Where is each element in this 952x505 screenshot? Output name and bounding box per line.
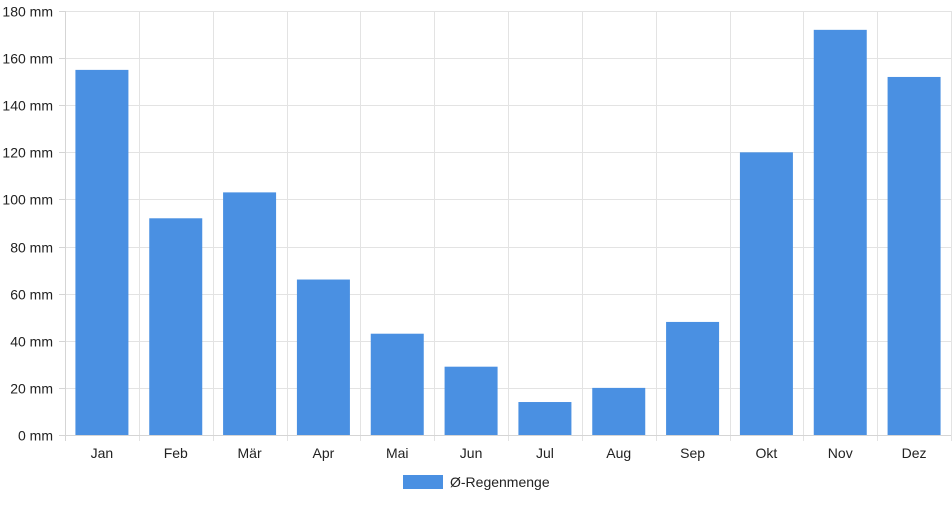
x-tick-label: Nov: [828, 445, 853, 461]
x-tick-label: Mär: [238, 445, 262, 461]
x-tick-label: Dez: [902, 445, 927, 461]
x-tick-label: Okt: [756, 445, 778, 461]
bar-Okt[interactable]: [739, 152, 793, 436]
bar-Dez[interactable]: [887, 76, 941, 435]
x-tick-label: Apr: [313, 445, 335, 461]
x-tick-label: Jul: [536, 445, 554, 461]
bar-Mär[interactable]: [223, 192, 277, 435]
bar-Jun[interactable]: [444, 366, 498, 435]
bar-series: [75, 29, 941, 436]
bar-Apr[interactable]: [296, 279, 350, 435]
y-tick-label: 0 mm: [18, 428, 53, 444]
legend-label[interactable]: Ø-Regenmenge: [450, 474, 550, 490]
legend-swatch[interactable]: [403, 475, 443, 489]
bar-Aug[interactable]: [592, 387, 646, 435]
x-tick-label: Jan: [91, 445, 114, 461]
bar-Nov[interactable]: [813, 29, 867, 435]
x-tick-label: Feb: [164, 445, 188, 461]
legend[interactable]: Ø-Regenmenge: [403, 474, 550, 490]
axes: 0 mm 20 mm 40 mm 60 mm 80 mm 100 mm 120 mm 140 …: [2, 4, 951, 461]
x-tick-label: Jun: [460, 445, 483, 461]
y-tick-label: 40 mm: [10, 334, 53, 350]
y-tick-label: 100 mm: [2, 192, 53, 208]
x-tick-label: Aug: [606, 445, 631, 461]
y-tick-label: 80 mm: [10, 240, 53, 256]
bar-Sep[interactable]: [666, 321, 720, 435]
bar-Jul[interactable]: [518, 402, 572, 435]
y-tick-label: 160 mm: [2, 51, 53, 67]
y-tick-label: 180 mm: [2, 4, 53, 20]
x-tick-label: Sep: [680, 445, 705, 461]
y-tick-label: 20 mm: [10, 381, 53, 397]
y-tick-label: 140 mm: [2, 98, 53, 114]
bar-Mai[interactable]: [370, 333, 424, 435]
bar-Jan[interactable]: [75, 69, 129, 435]
y-tick-label: 120 mm: [2, 145, 53, 161]
bar-Feb[interactable]: [149, 218, 203, 435]
y-tick-label: 60 mm: [10, 287, 53, 303]
x-tick-label: Mai: [386, 445, 409, 461]
